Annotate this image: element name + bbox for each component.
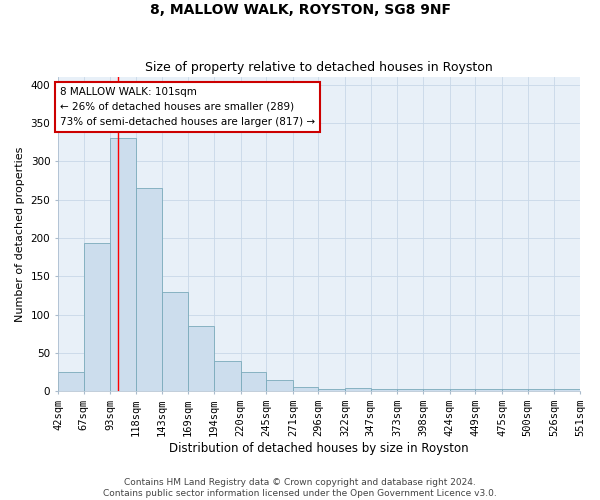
X-axis label: Distribution of detached houses by size in Royston: Distribution of detached houses by size … xyxy=(169,442,469,455)
Bar xyxy=(319,389,345,392)
Bar xyxy=(83,244,110,392)
Bar xyxy=(554,389,580,392)
Bar xyxy=(241,372,266,392)
Bar xyxy=(266,380,293,392)
Bar xyxy=(110,138,136,392)
Bar xyxy=(423,389,450,392)
Title: Size of property relative to detached houses in Royston: Size of property relative to detached ho… xyxy=(145,62,493,74)
Bar xyxy=(397,389,423,392)
Bar xyxy=(293,386,319,392)
Bar xyxy=(450,389,475,392)
Y-axis label: Number of detached properties: Number of detached properties xyxy=(15,146,25,322)
Text: 8 MALLOW WALK: 101sqm
← 26% of detached houses are smaller (289)
73% of semi-det: 8 MALLOW WALK: 101sqm ← 26% of detached … xyxy=(60,87,315,126)
Bar xyxy=(527,389,554,392)
Bar xyxy=(371,389,397,392)
Bar xyxy=(136,188,161,392)
Bar xyxy=(475,389,502,392)
Text: Contains HM Land Registry data © Crown copyright and database right 2024.
Contai: Contains HM Land Registry data © Crown c… xyxy=(103,478,497,498)
Bar xyxy=(161,292,188,392)
Bar xyxy=(188,326,214,392)
Bar xyxy=(58,372,83,392)
Bar xyxy=(502,389,527,392)
Bar xyxy=(345,388,371,392)
Text: 8, MALLOW WALK, ROYSTON, SG8 9NF: 8, MALLOW WALK, ROYSTON, SG8 9NF xyxy=(149,2,451,16)
Bar xyxy=(214,360,241,392)
